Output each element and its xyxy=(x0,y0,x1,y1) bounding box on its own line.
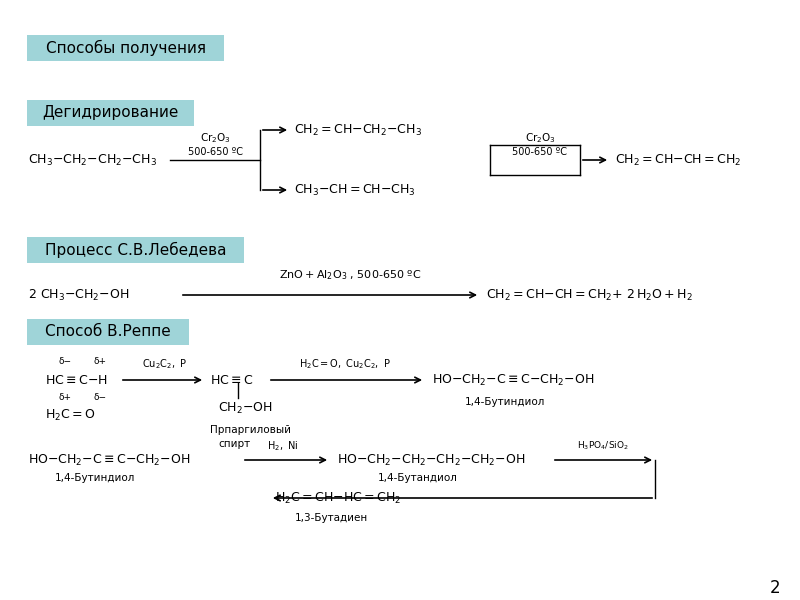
Text: Дегидрирование: Дегидрирование xyxy=(42,106,178,121)
Text: $\mathregular{HO{-}CH_2{-}CH_2{-}CH_2{-}CH_2{-}OH}$: $\mathregular{HO{-}CH_2{-}CH_2{-}CH_2{-}… xyxy=(337,452,526,467)
Text: $\mathregular{CH_2{=}CH{-}CH{=}CH_2}$: $\mathregular{CH_2{=}CH{-}CH{=}CH_2}$ xyxy=(615,152,742,167)
Text: $\mathregular{H_2C{=}O,\ Cu_2C_2,\ P}$: $\mathregular{H_2C{=}O,\ Cu_2C_2,\ P}$ xyxy=(299,357,391,371)
Text: $\mathregular{HO{-}CH_2{-}C{\equiv}C{-}CH_2{-}OH}$: $\mathregular{HO{-}CH_2{-}C{\equiv}C{-}C… xyxy=(432,373,594,388)
Text: $\mathregular{CH_2{-}OH}$: $\mathregular{CH_2{-}OH}$ xyxy=(218,400,273,416)
Text: $\mathregular{CH_2{=}CH{-}CH_2{-}CH_3}$: $\mathregular{CH_2{=}CH{-}CH_2{-}CH_3}$ xyxy=(294,122,422,137)
Text: $\mathregular{H_3PO_4/SiO_2}$: $\mathregular{H_3PO_4/SiO_2}$ xyxy=(577,440,629,452)
FancyBboxPatch shape xyxy=(27,237,244,263)
Text: 1,3-Бутадиен: 1,3-Бутадиен xyxy=(295,513,368,523)
Text: 500-650 ºC: 500-650 ºC xyxy=(187,147,242,157)
Text: спирт: спирт xyxy=(218,439,250,449)
Text: $\mathregular{H_2C{=}CH{-}HC{=}CH_2}$: $\mathregular{H_2C{=}CH{-}HC{=}CH_2}$ xyxy=(275,490,402,506)
Text: Способ В.Реппе: Способ В.Реппе xyxy=(45,325,171,340)
Text: $\mathregular{Cu_2C_2,\ P}$: $\mathregular{Cu_2C_2,\ P}$ xyxy=(142,357,187,371)
Text: 500-650 ºC: 500-650 ºC xyxy=(513,147,567,157)
Text: $\mathregular{2\ CH_3{-}CH_2{-}OH}$: $\mathregular{2\ CH_3{-}CH_2{-}OH}$ xyxy=(28,287,130,302)
Text: 2: 2 xyxy=(770,579,780,597)
Text: δ+: δ+ xyxy=(58,394,71,403)
FancyBboxPatch shape xyxy=(27,100,194,126)
Text: $\mathregular{CH_2{=}CH{-}CH{=}CH_2}$$\mathregular{+\ 2\,H_2O + H_2}$: $\mathregular{CH_2{=}CH{-}CH{=}CH_2}$$\m… xyxy=(486,287,693,302)
Text: $\mathregular{Cr_2O_3}$: $\mathregular{Cr_2O_3}$ xyxy=(199,131,230,145)
Text: $\mathregular{H_2C{=}O}$: $\mathregular{H_2C{=}O}$ xyxy=(45,407,96,422)
Text: Процесс С.В.Лебедева: Процесс С.В.Лебедева xyxy=(45,242,226,258)
Text: 1,4-Бутиндиол: 1,4-Бутиндиол xyxy=(55,473,135,483)
Text: $\mathregular{CH_3{-}CH_2{-}CH_2{-}CH_3}$: $\mathregular{CH_3{-}CH_2{-}CH_2{-}CH_3}… xyxy=(28,152,157,167)
Text: $\mathregular{HC{\equiv}C}$: $\mathregular{HC{\equiv}C}$ xyxy=(210,373,254,386)
Text: $\mathregular{Cr_2O_3}$: $\mathregular{Cr_2O_3}$ xyxy=(525,131,555,145)
FancyBboxPatch shape xyxy=(27,319,189,345)
Text: $\mathregular{HO{-}CH_2{-}C{\equiv}C{-}CH_2{-}OH}$: $\mathregular{HO{-}CH_2{-}C{\equiv}C{-}C… xyxy=(28,452,190,467)
Text: $\mathregular{CH_3{-}CH{=}CH{-}CH_3}$: $\mathregular{CH_3{-}CH{=}CH{-}CH_3}$ xyxy=(294,182,416,197)
Text: 1,4-Бутиндиол: 1,4-Бутиндиол xyxy=(465,397,546,407)
Text: $\mathregular{H_2,\ Ni}$: $\mathregular{H_2,\ Ni}$ xyxy=(267,439,298,453)
FancyBboxPatch shape xyxy=(27,35,224,61)
Text: 1,4-Бутандиол: 1,4-Бутандиол xyxy=(378,473,458,483)
Text: $\mathregular{ZnO + Al_2O_3}$ , 500-650 ºC: $\mathregular{ZnO + Al_2O_3}$ , 500-650 … xyxy=(279,268,421,282)
Text: Способы получения: Способы получения xyxy=(46,40,206,56)
Text: δ−: δ− xyxy=(94,394,106,403)
Text: $\mathregular{HC{\equiv}C{-}H}$: $\mathregular{HC{\equiv}C{-}H}$ xyxy=(45,373,108,386)
Text: Прпаргиловый: Прпаргиловый xyxy=(210,425,291,435)
Text: δ−: δ− xyxy=(58,358,71,367)
Text: δ+: δ+ xyxy=(94,358,106,367)
